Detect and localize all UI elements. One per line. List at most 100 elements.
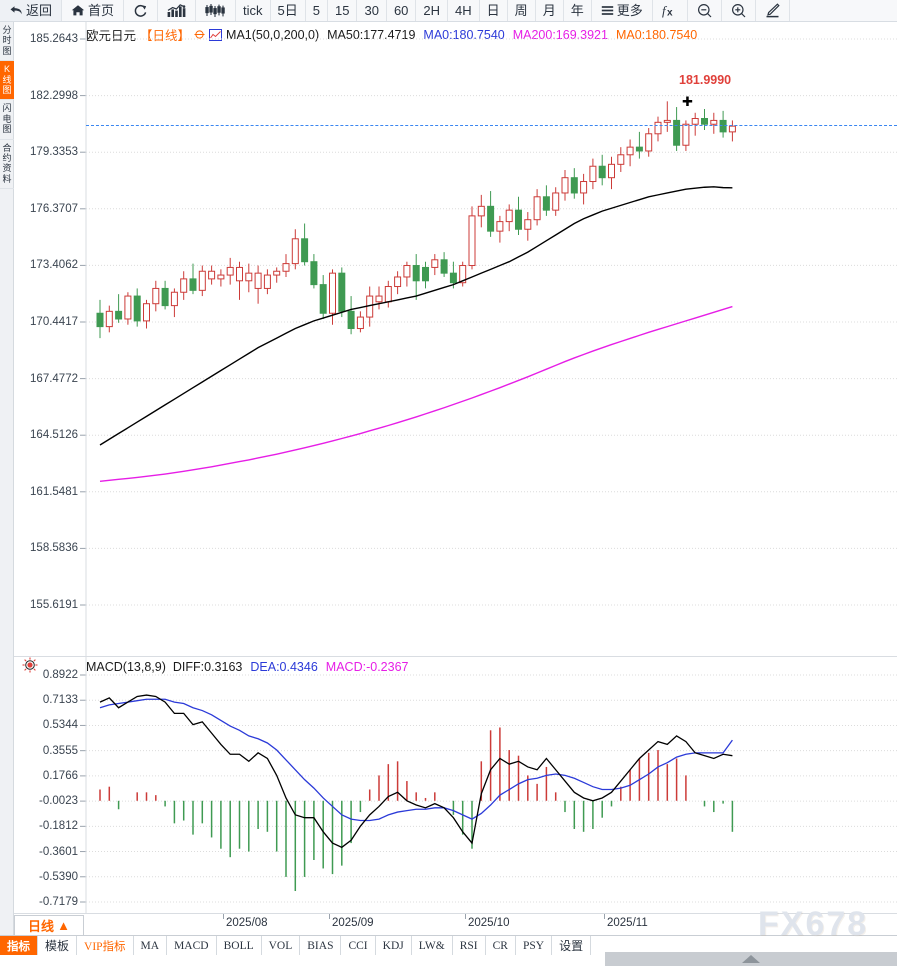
toolbar-refresh[interactable] [124, 0, 159, 21]
toolbar-day[interactable]: 日 [479, 0, 508, 21]
tab-cr[interactable]: CR [486, 936, 516, 955]
chart-container: 欧元日元 【日线】 MA1(50,0,200,0) MA50:177.4719 … [14, 22, 897, 935]
toolbar-5day[interactable]: 5日 [270, 0, 306, 21]
candlestick-icon [205, 3, 226, 18]
sidebar-label-char: 料 [2, 173, 12, 184]
toolbar-2h-label: 2H [423, 3, 441, 18]
price-panel[interactable]: 欧元日元 【日线】 MA1(50,0,200,0) MA50:177.4719 … [14, 22, 897, 656]
tab-ma[interactable]: MA [134, 936, 168, 955]
date-axis-label: 2025/08 [226, 917, 268, 929]
price-plot [80, 22, 897, 656]
toolbar-home-label: 首页 [88, 3, 115, 18]
price-axis-tick: 176.3707 [30, 202, 78, 215]
ma0-blue-value: MA0:180.7540 [423, 27, 505, 42]
tab-cci[interactable]: CCI [341, 936, 376, 955]
macd-axis-tick: -0.0023 [38, 795, 78, 808]
tab-templates[interactable]: 模板 [38, 936, 78, 955]
bottom-indicator-bar: 指标 模板 VIP指标 MA MACD BOLL VOL BIAS CCI KDJ LW& RSI CR… [0, 935, 897, 955]
tab-kdj[interactable]: KDJ [376, 936, 412, 955]
toolbar-60min[interactable]: 60 [386, 0, 417, 21]
crosshair-marker: ✚ [682, 94, 693, 110]
sidebar-item-timeshare[interactable]: 分时图 [0, 22, 14, 62]
refresh-icon [133, 4, 148, 18]
toolbar-zoom-out[interactable] [687, 0, 722, 21]
toolbar-bar-chart[interactable] [158, 0, 197, 21]
toolbar-week-label: 周 [514, 3, 528, 18]
macd-axis-tick: -0.7179 [38, 896, 78, 908]
home-icon [71, 4, 85, 17]
tab-bias[interactable]: BIAS [300, 936, 342, 955]
toolbar-2h[interactable]: 2H [416, 0, 449, 21]
date-axis-label: 2025/09 [332, 917, 374, 929]
tab-settings[interactable]: 设置 [552, 936, 592, 955]
sidebar-label-char: 时 [2, 35, 12, 46]
toolbar-year[interactable]: 年 [563, 0, 592, 21]
macd-panel[interactable]: MACD(13,8,9) DIFF:0.3163 DEA:0.4346 MACD… [14, 656, 897, 914]
toolbar-15min-label: 15 [335, 3, 350, 18]
toolbar-week[interactable]: 周 [507, 0, 536, 21]
toolbar-5min[interactable]: 5 [305, 0, 328, 21]
crosshair-circle-icon[interactable] [194, 29, 205, 40]
back-arrow-icon [9, 4, 23, 17]
tab-indicators[interactable]: 指标 [0, 936, 38, 955]
tab-rsi[interactable]: RSI [453, 936, 486, 955]
toolbar-draw[interactable] [755, 0, 790, 21]
tab-lwr[interactable]: LW& [412, 936, 453, 955]
ma-line-icon[interactable] [209, 28, 223, 41]
tab-psy[interactable]: PSY [516, 936, 553, 955]
top-toolbar: 返回 首页 tick 5日 5 15 30 60 2H 4H 日周月年 更多 f x [0, 0, 897, 22]
sun-settings-icon[interactable] [22, 657, 38, 673]
toolbar-30min[interactable]: 30 [357, 0, 387, 21]
sidebar-item-lightning[interactable]: 闪电图 [0, 100, 14, 140]
price-axis-tick: 170.4417 [30, 316, 78, 328]
toolbar-4h-label: 4H [455, 3, 472, 18]
ma50-value: MA50:177.4719 [327, 27, 416, 42]
tab-vol[interactable]: VOL [262, 936, 301, 955]
price-axis-tick: 179.3353 [30, 146, 78, 159]
macd-axis-tick: -0.1812 [38, 820, 78, 833]
sidebar-item-contract-info[interactable]: 合约资料 [0, 140, 14, 190]
sidebar-label-char: 资 [2, 163, 12, 174]
ma0-orange-value: MA0:180.7540 [615, 27, 698, 42]
sidebar-label-char: 分 [2, 25, 12, 35]
toolbar-zoom-in[interactable] [721, 0, 756, 21]
price-axis-tick: 173.4062 [30, 259, 78, 272]
toolbar-tick-label: tick [243, 3, 263, 18]
date-axis-label: 2025/11 [607, 917, 648, 929]
horizontal-scrollbar[interactable] [605, 952, 897, 966]
high-price-annotation: 181.9990 [679, 72, 732, 87]
toolbar-back[interactable]: 返回 [0, 0, 63, 21]
toolbar-home[interactable]: 首页 [62, 0, 125, 21]
toolbar-more-label: 更多 [616, 3, 643, 18]
sidebar-label-char: 线 [2, 74, 12, 85]
macd-macd-value: MACD:-0.2367 [325, 660, 409, 674]
macd-axis-tick: 0.8922 [42, 669, 78, 681]
sidebar-label-char: 约 [2, 153, 12, 164]
toolbar-15min[interactable]: 15 [328, 0, 358, 21]
macd-dea-value: DEA:0.4346 [250, 660, 318, 674]
sidebar-label-char: 图 [2, 85, 12, 96]
bar-chart-icon [167, 3, 186, 18]
period-selector-tab[interactable]: 日线 ▲ [14, 915, 84, 935]
toolbar-4h[interactable]: 4H [448, 0, 480, 21]
toolbar-tick[interactable]: tick [236, 0, 271, 21]
date-axis-label: 2025/10 [468, 917, 510, 929]
toolbar-more[interactable]: 更多 [591, 0, 653, 21]
toolbar-30min-label: 30 [364, 3, 379, 18]
sidebar-label-char: 合 [2, 142, 12, 153]
tab-macd[interactable]: MACD [167, 936, 217, 955]
tab-boll[interactable]: BOLL [217, 936, 262, 955]
macd-axis-tick: 0.5344 [42, 719, 78, 732]
toolbar-day-label: 日 [486, 3, 500, 18]
toolbar-candlestick[interactable] [196, 0, 237, 21]
tab-vip-indicators[interactable]: VIP指标 [77, 936, 134, 955]
sidebar-label-char: 电 [2, 113, 12, 124]
toolbar-month[interactable]: 月 [535, 0, 564, 21]
scroll-up-arrow-icon[interactable] [742, 955, 760, 963]
macd-axis-tick: 0.3555 [42, 744, 78, 757]
date-axis-tick [604, 914, 605, 919]
price-axis-tick: 158.5836 [30, 542, 78, 555]
